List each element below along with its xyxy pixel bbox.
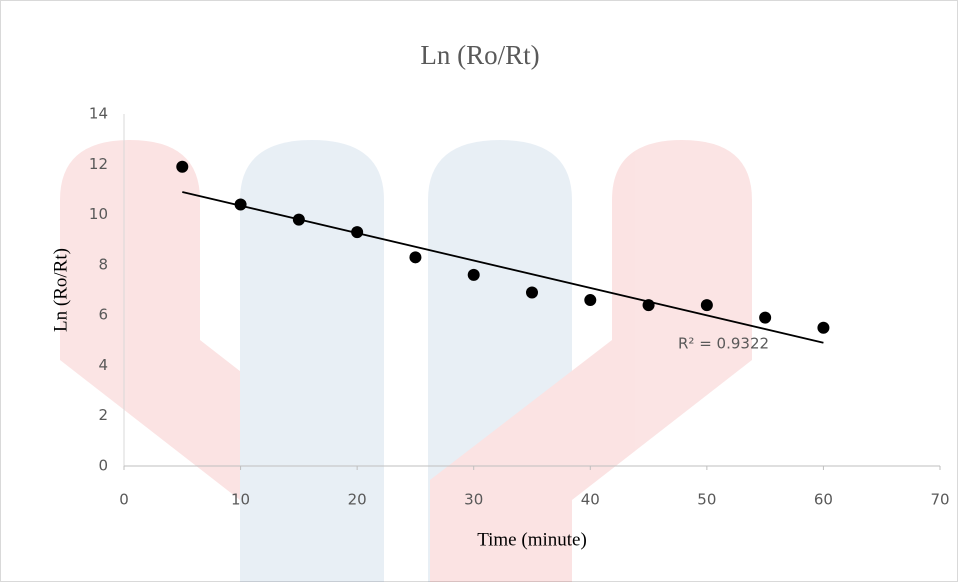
y-tick-label: 2 [98,406,108,424]
x-tick-label: 40 [581,491,600,509]
r-squared-label: R² = 0.9322 [678,335,769,353]
y-tick-label: 4 [98,356,108,374]
watermark-shape [428,140,572,582]
data-point [817,321,830,334]
x-tick-label: 50 [697,491,716,509]
chart-title: Ln (Ro/Rt) [420,40,539,70]
y-axis-label: Ln (Ro/Rt) [50,248,71,332]
watermark-shape [60,140,380,582]
data-point [176,160,189,173]
trendline [182,191,824,344]
y-tick-label: 12 [89,155,108,173]
y-tick-label: 14 [89,105,108,123]
data-point [584,294,597,307]
x-tick-label: 30 [464,491,483,509]
data-point [234,198,247,211]
y-tick-label: 0 [98,457,108,475]
watermark-shape [240,140,384,582]
x-tick-label: 60 [814,491,833,509]
x-tick-label: 70 [930,491,949,509]
data-point [526,286,538,299]
data-point [700,299,713,312]
data-point [351,226,364,239]
data-point [292,213,305,226]
y-tick-label: 8 [98,255,108,273]
watermark-shape [430,140,752,582]
watermark [60,140,752,582]
y-tick-label: 6 [98,306,108,324]
x-axis-label: Time (minute) [477,529,587,550]
data-point [642,299,655,312]
x-tick-label: 0 [119,491,129,509]
data-point [409,251,422,264]
x-tick-label: 20 [348,491,367,509]
x-tick-label: 10 [231,491,250,509]
data-point [759,311,772,324]
y-tick-label: 10 [89,205,108,223]
data-point [467,268,480,281]
